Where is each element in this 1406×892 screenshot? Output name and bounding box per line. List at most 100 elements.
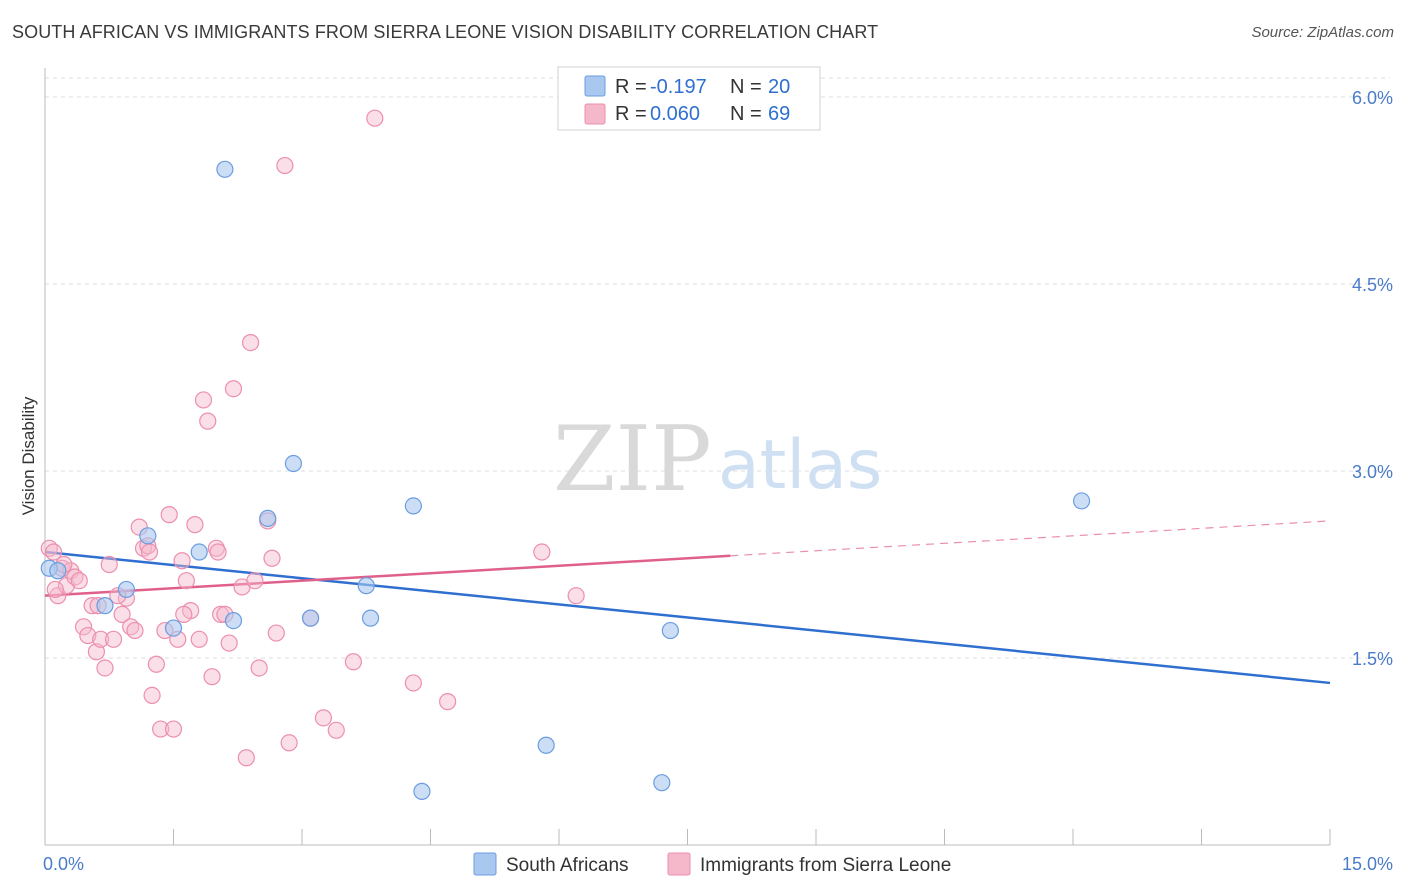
point-south-africans	[653, 774, 671, 792]
y-tick-label: 4.5%	[1352, 275, 1393, 295]
point-south-africans	[117, 580, 135, 599]
point-sierra-leone	[199, 412, 217, 430]
point-south-africans	[139, 527, 157, 545]
point-sierra-leone	[126, 621, 144, 640]
point-south-africans	[661, 621, 679, 640]
point-sierra-leone	[267, 624, 285, 642]
point-sierra-leone	[100, 555, 118, 574]
bottom-legend-label-sierra-leone: Immigrants from Sierra Leone	[700, 855, 951, 876]
x-tick-labels: 0.0% 15.0%	[43, 854, 1393, 874]
trend-line-sierra-leone	[44, 554, 731, 597]
grid-lines	[45, 77, 1390, 659]
point-sierra-leone	[74, 618, 93, 636]
point-sierra-leone	[250, 659, 268, 677]
point-sierra-leone	[164, 720, 183, 738]
point-sierra-leone	[327, 721, 345, 739]
point-south-africans	[224, 611, 243, 630]
point-sierra-leone	[242, 333, 260, 352]
point-sierra-leone	[140, 543, 159, 561]
point-sierra-leone	[439, 693, 457, 711]
point-sierra-leone	[160, 506, 178, 524]
bottom-legend-swatch-blue	[473, 852, 497, 876]
point-south-africans	[404, 497, 422, 515]
point-sierra-leone	[175, 605, 193, 623]
bottom-legend-label-south-africans: South Africans	[506, 855, 629, 876]
legend-n-value-2: 69	[768, 103, 790, 125]
y-tick-label: 6.0%	[1352, 88, 1393, 108]
point-south-africans	[49, 562, 67, 580]
data-points	[40, 109, 1091, 800]
point-sierra-leone	[567, 587, 585, 605]
point-south-africans	[537, 736, 555, 754]
legend-r-value-1: -0.197	[650, 76, 707, 98]
point-sierra-leone	[177, 572, 195, 590]
point-sierra-leone	[276, 156, 294, 175]
watermark-atlas: atlas	[718, 426, 882, 505]
trend-line-sierra-leone-extrapolated	[730, 520, 1331, 557]
point-sierra-leone	[366, 109, 384, 127]
point-sierra-leone	[224, 380, 243, 398]
legend-swatch-pink	[584, 103, 606, 125]
point-sierra-leone	[220, 634, 238, 652]
point-sierra-leone	[314, 709, 333, 727]
watermark-zip: ZIP	[553, 407, 712, 512]
x-tick-label-min: 0.0%	[43, 854, 84, 874]
legend-n-label-2: N =	[730, 103, 762, 125]
legend-r-label-1: R =	[615, 76, 647, 98]
x-tick-label-max: 15.0%	[1342, 854, 1393, 874]
point-sierra-leone	[280, 734, 298, 752]
point-sierra-leone	[209, 543, 227, 561]
point-sierra-leone	[263, 549, 281, 567]
y-tick-labels: 1.5% 3.0% 4.5% 6.0%	[1352, 88, 1393, 669]
legend-n-label-1: N =	[730, 76, 762, 98]
point-sierra-leone	[203, 668, 221, 686]
point-south-africans	[284, 454, 303, 473]
point-south-africans	[96, 597, 114, 615]
legend-r-value-2: 0.060	[650, 103, 700, 125]
legend-swatch-blue	[584, 75, 606, 97]
point-south-africans	[190, 543, 208, 561]
point-sierra-leone	[104, 630, 123, 648]
trend-lines	[44, 520, 1331, 685]
legend: R = -0.197 N = 20 R = 0.060 N = 69	[557, 66, 821, 131]
axes	[44, 68, 1331, 846]
point-south-africans	[216, 160, 234, 178]
point-south-africans	[259, 509, 277, 527]
point-sierra-leone	[173, 552, 191, 570]
point-sierra-leone	[46, 580, 64, 599]
point-south-africans	[361, 609, 380, 627]
point-sierra-leone	[152, 720, 170, 738]
legend-r-label-2: R =	[615, 103, 647, 125]
point-south-africans	[301, 609, 320, 627]
point-sierra-leone	[96, 659, 114, 677]
point-sierra-leone	[147, 655, 165, 673]
point-sierra-leone	[44, 543, 63, 561]
point-sierra-leone	[79, 626, 97, 645]
bottom-legend-swatch-pink	[667, 852, 691, 876]
chart-title: SOUTH AFRICAN VS IMMIGRANTS FROM SIERRA …	[12, 22, 879, 42]
point-sierra-leone	[404, 674, 422, 692]
legend-n-value-1: 20	[768, 76, 790, 98]
point-sierra-leone	[194, 391, 213, 409]
point-south-africans	[1072, 492, 1091, 510]
bottom-legend: South Africans Immigrants from Sierra Le…	[473, 852, 951, 876]
point-sierra-leone	[237, 749, 255, 767]
point-south-africans	[164, 619, 183, 637]
source-label: Source: ZipAtlas.com	[1251, 24, 1394, 41]
watermark: ZIP atlas	[553, 407, 882, 512]
point-sierra-leone	[70, 572, 88, 590]
y-axis-label: Vision Disability	[19, 396, 38, 515]
point-sierra-leone	[190, 630, 208, 648]
point-sierra-leone	[344, 653, 362, 671]
point-sierra-leone	[92, 630, 110, 648]
point-sierra-leone	[113, 605, 131, 623]
y-tick-label: 3.0%	[1352, 462, 1393, 482]
point-south-africans	[357, 577, 375, 595]
y-tick-label: 1.5%	[1352, 649, 1393, 669]
point-sierra-leone	[533, 543, 551, 561]
point-south-africans	[413, 782, 431, 800]
point-sierra-leone	[246, 572, 264, 590]
point-sierra-leone	[186, 516, 204, 534]
point-sierra-leone	[143, 686, 161, 705]
